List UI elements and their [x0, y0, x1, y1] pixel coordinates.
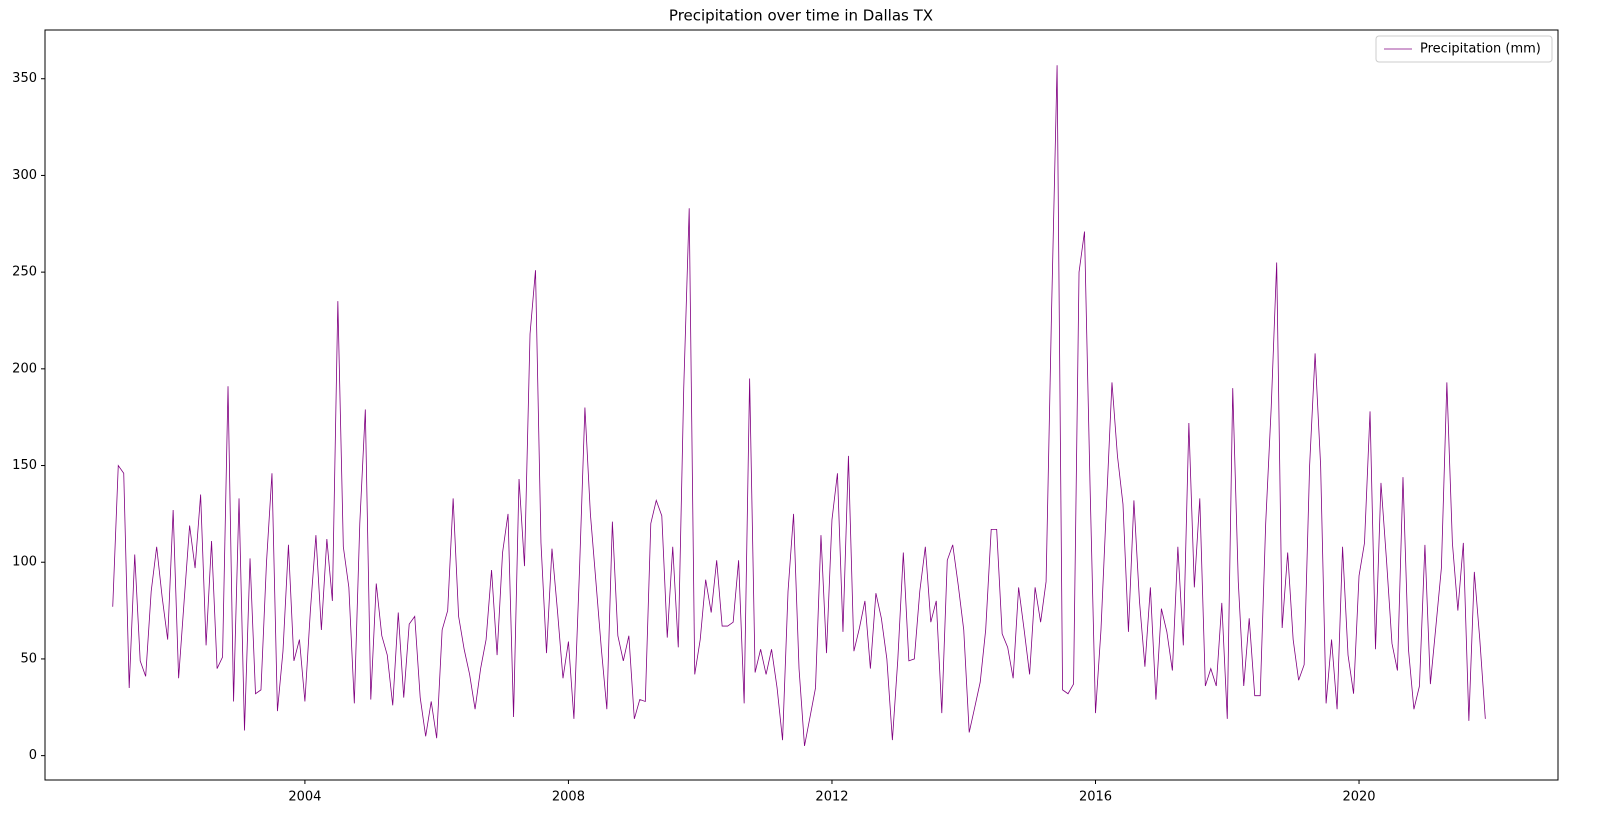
plot-frame	[44, 29, 1559, 781]
y-tick-label: 200	[12, 361, 37, 376]
x-tick-label: 2020	[1342, 790, 1375, 805]
y-tick-label: 150	[12, 458, 37, 473]
x-tick-label: 2008	[552, 790, 585, 805]
y-tick-label: 100	[12, 555, 37, 570]
chart-title: Precipitation over time in Dallas TX	[669, 7, 933, 25]
y-tick-label: 0	[29, 748, 37, 763]
y-tick-label: 350	[12, 71, 37, 86]
data-line	[112, 65, 1486, 747]
x-tick-label: 2004	[288, 790, 321, 805]
y-tick-label: 300	[12, 168, 37, 183]
y-tick-label: 50	[20, 651, 37, 666]
x-tick-label: 2012	[815, 790, 848, 805]
legend-box	[1375, 35, 1553, 63]
legend-label: Precipitation (mm)	[1420, 42, 1541, 57]
x-tick-label: 2016	[1079, 790, 1112, 805]
y-tick-label: 250	[12, 265, 37, 280]
